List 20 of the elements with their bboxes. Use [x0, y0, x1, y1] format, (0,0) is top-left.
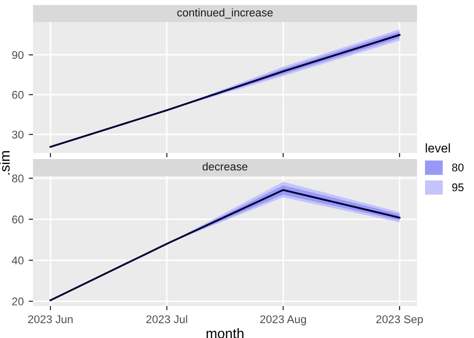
x-tick-label: 2023 Sep	[376, 315, 423, 326]
line-series	[50, 189, 400, 302]
y-tick-label: 30	[12, 130, 24, 139]
y-tick-label: 60	[12, 216, 24, 224]
y-tick-label: 40	[12, 256, 24, 264]
x-tick-label: 2023 Aug	[260, 315, 306, 326]
y-tick-label: 80	[12, 174, 24, 182]
y-axis-title: .sim	[0, 151, 10, 174]
y-tick-label: 60	[12, 90, 24, 99]
legend-label: 95	[452, 183, 464, 192]
x-tick-label: 2023 Jul	[146, 315, 188, 324]
chart-title: continued_increase	[177, 8, 273, 19]
chart-title: decrease	[202, 162, 248, 170]
line-series	[50, 34, 400, 148]
legend-label: 80	[452, 164, 464, 172]
x-axis-title: month	[206, 328, 244, 338]
y-tick-label: 90	[12, 51, 24, 59]
legend-title: level	[426, 143, 450, 153]
y-tick-label: 20	[12, 298, 24, 306]
x-tick-label: 2023 Jun	[28, 315, 73, 324]
